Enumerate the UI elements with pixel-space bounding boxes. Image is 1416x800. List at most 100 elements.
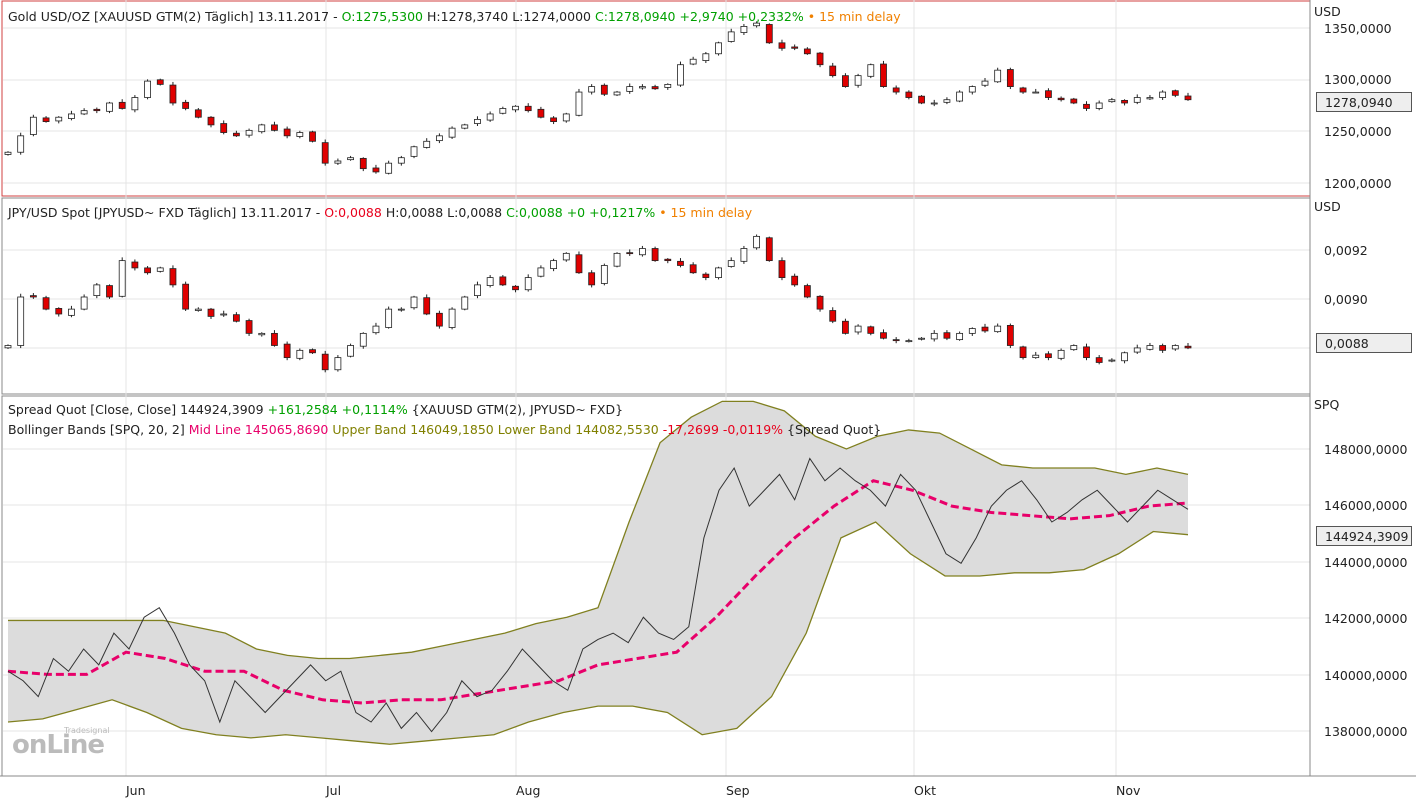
spread-tick: 146000,0000 [1324,498,1408,513]
jpy-candle [296,349,304,359]
month-label: Nov [1116,783,1141,798]
jpy-candle [499,276,507,286]
spread-change: +161,2584 +0,1114% [267,402,408,417]
jpy-candle [144,267,151,274]
gold-candle [943,99,951,103]
gold-candle [715,42,722,55]
gold-candle [461,124,469,129]
bollinger-band-fill [8,401,1188,745]
gold-candle [829,65,837,77]
jpy-candle [1070,345,1078,351]
gold-candle [600,84,608,95]
gold-candle [588,86,596,93]
jpy-candle [68,308,75,316]
jpy-candle [842,320,849,334]
gold-candle [1133,97,1141,103]
gold-candle [93,108,101,112]
gold-close: C:1278,0940 +2,9740 +0,2332% [594,9,804,24]
jpy-candle [474,284,481,297]
gold-candle [968,86,976,93]
jpy-candle [524,277,532,291]
gold-candle [1045,90,1052,98]
gold-candle [651,86,659,90]
jpy-candle [182,283,190,310]
bollinger-change: -17,2699 -0,0119% [662,422,784,437]
jpy-candle [867,326,875,334]
spread-value: 144924,3909 [180,402,264,417]
jpy-candle [613,252,621,267]
gold-candle [385,162,393,174]
spread-unit: SPQ [1314,397,1340,412]
jpy-candle [791,275,799,286]
jpy-candle [778,260,786,279]
jpy-candle [816,295,824,310]
bollinger-title: Bollinger Bands [SPQ, 20, 2] [8,422,185,437]
jpy-candle [753,235,761,249]
gold-candle [1108,99,1116,103]
gold-delay: • 15 min delay [807,9,901,24]
gold-low: L:1274,0000 [512,9,591,24]
gold-candle [372,167,380,173]
spread-tick: 138000,0000 [1324,724,1408,739]
gold-candle [892,87,900,93]
jpy-candle [169,268,177,286]
bollinger-source: {Spread Quot} [787,422,882,437]
jpy-candle [42,297,50,310]
jpy-candle [55,308,63,315]
jpy-candle [956,332,964,341]
jpy-candle [689,264,697,274]
jpy-open: O:0,0088 [324,205,382,220]
gold-candle [296,132,304,137]
gold-candle [106,102,113,112]
gold-candle [448,127,456,138]
gold-candle [486,113,494,121]
jpy-candle [194,308,202,311]
jpy-candle [575,254,583,274]
jpy-candle [232,314,240,322]
jpy-candle [448,308,456,328]
gold-candle [29,116,37,135]
jpy-candle [677,260,684,266]
gold-candle [258,124,266,133]
jpy-candle [892,339,900,342]
jpy-candle [664,258,672,262]
jpy-candle [512,285,519,291]
gold-candle [80,110,88,115]
spread-tick: 142000,0000 [1324,611,1408,626]
gold-candle [626,86,634,92]
gold-candle [245,129,253,136]
gold-candle [321,142,329,164]
jpy-candle [994,325,1002,333]
jpy-tick: 0,0090 [1324,292,1368,307]
gold-legend: Gold USD/OZ [XAUUSD GTM(2) Täglich] 13.1… [8,9,901,24]
gold-candle [1019,87,1027,93]
gold-candle [524,105,532,112]
jpy-candle [727,260,735,267]
gold-candle [42,117,50,122]
gold-candle [778,42,786,49]
gold-candle [410,146,418,157]
month-label: Okt [914,783,936,798]
jpy-candle [651,248,659,262]
jpy-candle [309,349,316,354]
jpy-candle [765,237,773,262]
spread-quot-line [7,457,1189,733]
gold-candle [207,116,215,126]
gold-candle [220,123,228,133]
gold-candle [854,75,862,86]
gold-candle [677,64,684,86]
gold-candle [1121,99,1128,104]
gold-tick: 1350,0000 [1324,21,1392,36]
month-label: Sep [726,783,750,798]
gold-candle [1095,102,1103,109]
jpy-candle [639,248,646,256]
gold-last-price-tag: 1278,0940 [1316,92,1412,112]
jpy-candle [854,325,862,333]
gold-candle [918,95,925,104]
gold-candle [309,131,316,142]
jpy-candle [385,308,393,328]
spread-last-value-tag: 144924,3909 [1316,526,1412,546]
gold-candle [816,52,824,66]
jpy-candle [829,310,837,322]
